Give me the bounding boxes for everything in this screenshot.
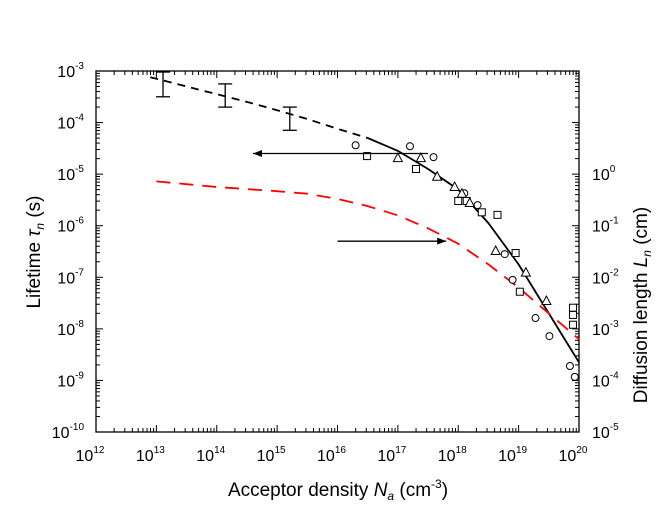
x-tick-label: 1014 <box>196 445 225 465</box>
left-axis-arrow <box>252 150 429 158</box>
square-marker <box>477 208 486 217</box>
triangle-marker <box>456 187 468 198</box>
square-marker <box>493 210 502 219</box>
square-marker <box>363 152 372 161</box>
y-tick-label: 10-6 <box>57 216 84 236</box>
x-tick-label: 1016 <box>317 445 346 465</box>
curves <box>150 76 580 363</box>
series-line <box>150 76 368 139</box>
triangle-marker <box>415 152 427 163</box>
x-tick-label: 1012 <box>76 445 105 465</box>
series-line <box>156 180 580 340</box>
x-tick-label: 1018 <box>438 445 467 465</box>
circle-marker <box>500 250 509 259</box>
y-tick-label: 10-4 <box>57 113 84 133</box>
square-marker <box>568 320 577 329</box>
error-bar <box>156 71 171 98</box>
y-tick-label: 10-5 <box>57 164 84 184</box>
y2-tick-label: 10-2 <box>592 267 619 287</box>
y2-tick-label: 10-1 <box>592 216 619 236</box>
error-bar <box>218 83 233 108</box>
triangle-marker <box>520 266 532 277</box>
x-tick-label: 1020 <box>559 445 588 465</box>
triangle-marker <box>541 294 552 306</box>
right-axis-arrow <box>337 237 447 245</box>
square-marker <box>515 287 524 296</box>
arrow-head-icon <box>437 237 447 245</box>
y-tick-label: 10-3 <box>57 61 84 81</box>
circle-marker <box>545 332 554 341</box>
y-tick-label: 10-7 <box>57 267 84 287</box>
markers <box>156 71 579 381</box>
series-line <box>367 137 580 363</box>
circle-marker <box>565 361 574 370</box>
y-axis-title: Lifetime τn (s) <box>24 195 47 308</box>
y2-tick-label: 10-4 <box>592 370 619 390</box>
square-marker <box>411 164 420 173</box>
triangle-marker <box>449 180 460 192</box>
y-tick-label: 10-9 <box>57 370 84 390</box>
x-tick-label: 1017 <box>377 445 406 465</box>
square-marker <box>454 196 463 205</box>
error-bar <box>282 106 297 131</box>
circle-marker <box>508 275 517 284</box>
square-marker <box>568 310 577 319</box>
y-tick-label: 10-10 <box>52 422 85 442</box>
square-marker <box>511 249 520 258</box>
triangle-marker <box>431 170 443 181</box>
y2-tick-label: 100 <box>592 164 616 184</box>
square-marker <box>568 303 577 312</box>
y2-axis-title: Diffusion length Ln (cm) <box>631 207 654 403</box>
labels: 1012 1013 1014 1015 1016 1017 1018 1019 1020 10-3… <box>52 61 619 465</box>
x-axis-title: Acceptor density Na (cm-3) <box>228 477 448 503</box>
triangle-marker <box>464 196 476 208</box>
y2-tick-label: 10-5 <box>592 422 619 442</box>
x-tick-label: 1015 <box>257 445 286 465</box>
annotations <box>252 150 447 245</box>
ticks <box>96 71 579 432</box>
circle-marker <box>473 201 482 210</box>
y2-tick-label: 10-3 <box>592 319 619 339</box>
arrow-head-icon <box>252 150 262 158</box>
y-tick-label: 10-8 <box>57 319 84 339</box>
circle-marker <box>429 153 438 162</box>
circle-marker <box>351 141 360 150</box>
triangle-marker <box>392 152 404 163</box>
circle-marker <box>405 142 414 151</box>
x-tick-label: 1013 <box>136 445 165 465</box>
x-tick-label: 1019 <box>498 445 527 465</box>
circle-marker <box>570 372 579 381</box>
triangle-marker <box>490 244 502 255</box>
circle-marker <box>531 314 540 323</box>
